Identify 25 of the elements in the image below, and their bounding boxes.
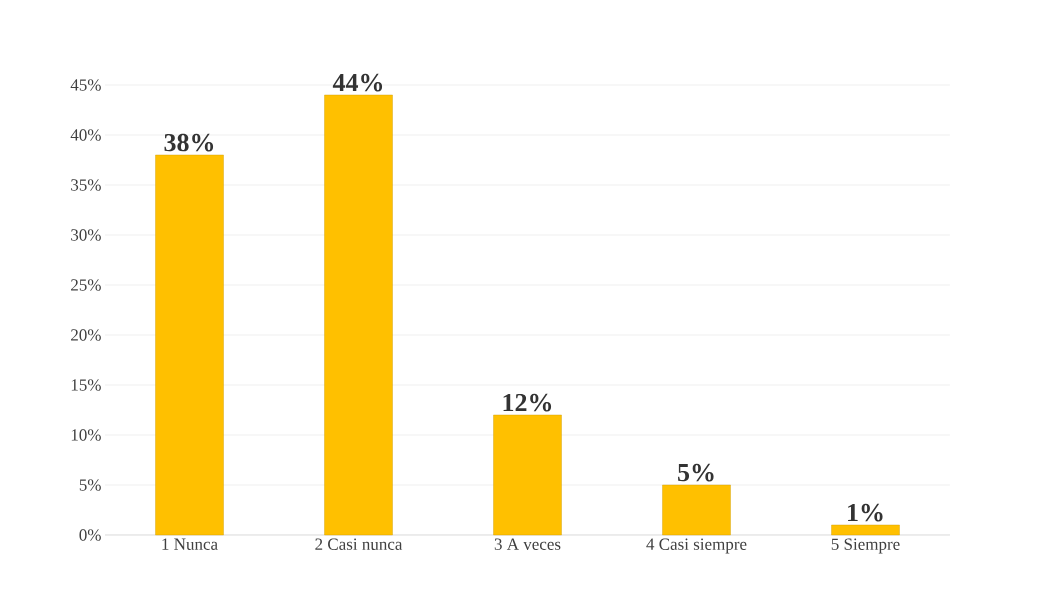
y-tick-label: 0% bbox=[79, 529, 101, 541]
y-tick-label: 25% bbox=[71, 279, 101, 291]
y-tick-label: 45% bbox=[70, 79, 101, 91]
data-label: 5% bbox=[678, 463, 714, 482]
y-tick-label: 15% bbox=[71, 379, 101, 391]
data-label: 12% bbox=[503, 393, 552, 412]
y-tick-label: 20% bbox=[71, 329, 101, 341]
y-tick-label: 10% bbox=[71, 429, 101, 441]
data-label: 38% bbox=[164, 133, 214, 152]
data-label: 44% bbox=[332, 73, 383, 92]
x-tick-label: 3 A veces bbox=[494, 538, 561, 550]
x-tick-label: 2 Casi nunca bbox=[315, 538, 403, 550]
bar bbox=[831, 524, 900, 536]
y-tick-label: 30% bbox=[71, 229, 101, 241]
x-tick-label: 1 Nunca bbox=[162, 538, 218, 550]
bar bbox=[324, 94, 393, 536]
bar bbox=[493, 414, 562, 536]
data-label: 1% bbox=[848, 503, 883, 522]
bar bbox=[155, 154, 224, 536]
x-tick-label: 4 Casi siempre bbox=[646, 538, 747, 554]
x-tick-label: 5 Siempre bbox=[831, 538, 900, 554]
y-tick-label: 35% bbox=[71, 179, 101, 191]
bar bbox=[662, 484, 731, 536]
y-tick-label: 5% bbox=[79, 479, 101, 491]
y-tick-label: 40% bbox=[70, 129, 101, 141]
